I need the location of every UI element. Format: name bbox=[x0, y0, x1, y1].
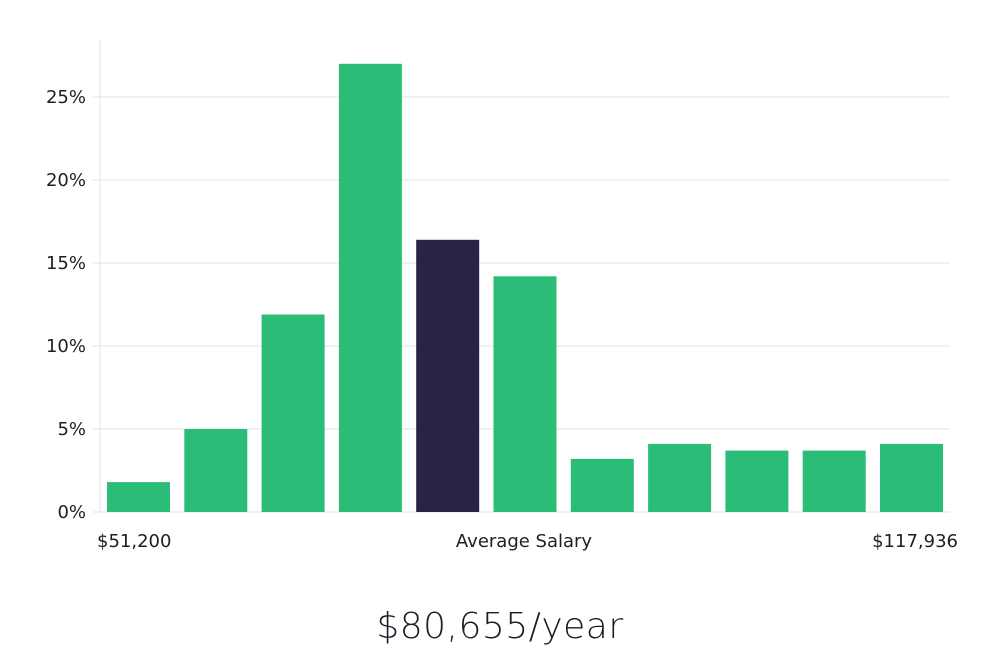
y-tick-label: 10% bbox=[46, 336, 86, 357]
y-tick-label: 25% bbox=[46, 87, 86, 108]
bar bbox=[493, 276, 557, 512]
y-tick-label: 5% bbox=[57, 419, 86, 440]
bar bbox=[107, 482, 170, 512]
average-salary-value: $80,655/year bbox=[376, 606, 624, 647]
bar bbox=[802, 450, 866, 512]
x-min-label: $51,200 bbox=[97, 531, 171, 552]
y-tick-label: 0% bbox=[57, 502, 86, 523]
bar-highlighted bbox=[416, 239, 480, 513]
salary-histogram: 0%5%10%15%20%25% $51,200 Average Salary … bbox=[46, 40, 958, 552]
bar bbox=[725, 450, 789, 512]
x-axis-title: Average Salary bbox=[456, 531, 593, 552]
x-max-label: $117,936 bbox=[872, 531, 958, 552]
y-axis-ticks: 0% 5% 10% 15% 20% 25% bbox=[46, 87, 100, 523]
bar bbox=[880, 443, 943, 512]
bar bbox=[338, 63, 402, 513]
bar bbox=[261, 314, 325, 512]
y-tick-label: 15% bbox=[46, 253, 86, 274]
bars bbox=[107, 63, 943, 513]
bar bbox=[648, 443, 712, 512]
bar bbox=[570, 458, 634, 512]
y-tick-label: 20% bbox=[46, 170, 86, 191]
bar bbox=[184, 429, 248, 512]
